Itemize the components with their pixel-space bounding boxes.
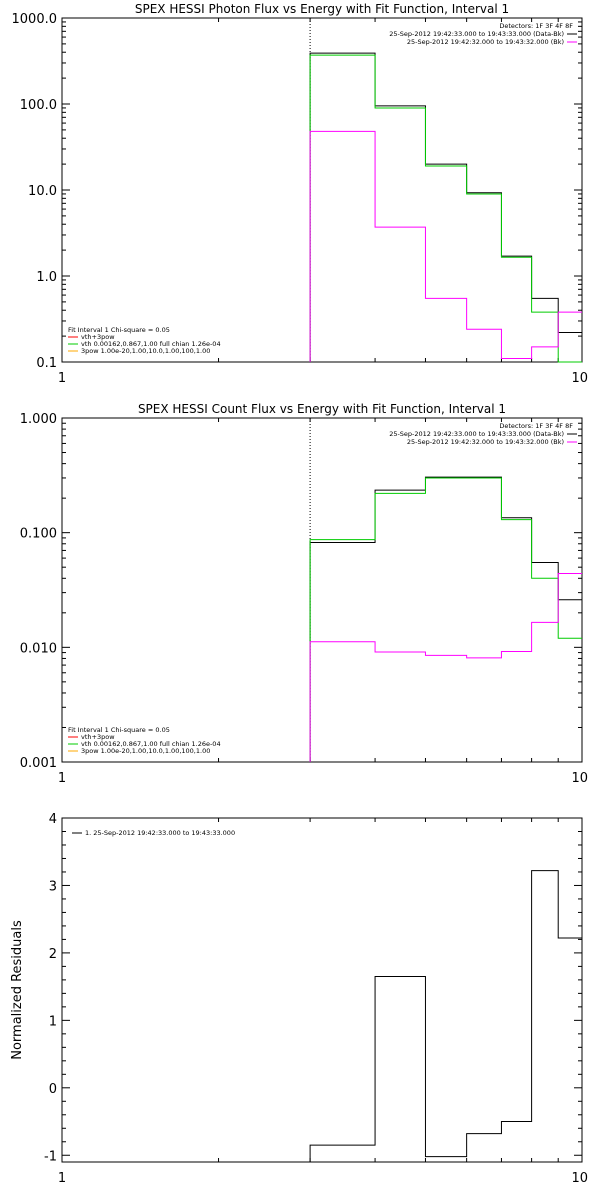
legend-entry-label: 25-Sep-2012 19:42:33.000 to 19:43:33.000…: [389, 430, 564, 438]
series-step-line-2: [309, 54, 582, 363]
y-tick-label: 1000.0: [12, 12, 58, 27]
fit-legend-label: 3pow 1.00e-20,1.00,10.0,1.00,100,1.00: [81, 747, 210, 755]
series-step-line-3: [309, 130, 582, 362]
y-tick-label: 1.000: [20, 412, 57, 427]
legend-entry-label: 1. 25-Sep-2012 19:42:33.000 to 19:43:33.…: [85, 829, 235, 837]
series-step-line-1: [309, 476, 582, 762]
y-tick-label: 0.100: [20, 527, 57, 542]
series-step-line-1: [309, 52, 582, 362]
y-tick-label: 4: [49, 812, 57, 827]
x-tick-label: 1: [58, 771, 66, 786]
plot-frame: [61, 417, 583, 763]
y-tick-label: 1: [49, 1014, 57, 1029]
series-step-line-1: [309, 870, 582, 1162]
x-tick-label: 10: [571, 1171, 588, 1186]
plot-frame: [61, 17, 583, 363]
y-tick-label: 0: [49, 1082, 57, 1097]
fit-legend-label: vth+3pow: [81, 733, 115, 741]
y-tick-label: 0.010: [20, 641, 57, 656]
x-tick-label: 1: [58, 371, 66, 386]
chart-panel-3: Normalized Residuals 1 10 -1 0 1 2 3 4 1. 25-Sep-…: [10, 812, 588, 1186]
legend-entry-label: 25-Sep-2012 19:42:32.000 to 19:43:32.000…: [407, 38, 564, 46]
y-tick-label: 0.1: [36, 356, 57, 371]
y-tick-label: -1: [44, 1149, 57, 1164]
x-tick-label: 10: [571, 771, 588, 786]
fit-legend-header: Fit Interval 1 Chi-square = 0.05: [68, 726, 170, 734]
x-tick-label: 10: [571, 371, 588, 386]
y-tick-label: 2: [49, 947, 57, 962]
fit-legend-header: Fit Interval 1 Chi-square = 0.05: [68, 326, 170, 334]
chart-panel-2: SPEX HESSI Count Flux vs Energy with Fit…: [20, 402, 588, 786]
y-tick-label: 1.0: [36, 270, 57, 285]
legend-header: Detectors: 1F 3F 4F 8F: [499, 22, 573, 30]
y-tick-label: 10.0: [28, 184, 57, 199]
x-tick-label: 1: [58, 1171, 66, 1186]
y-tick-label: 3: [49, 879, 57, 894]
legend-entry-label: 25-Sep-2012 19:42:32.000 to 19:43:32.000…: [407, 438, 564, 446]
chart-panel-1: SPEX HESSI Photon Flux vs Energy with Fi…: [12, 2, 589, 386]
legend-header: Detectors: 1F 3F 4F 8F: [499, 422, 573, 430]
fit-legend-label: 3pow 1.00e-20,1.00,10.0,1.00,100,1.00: [81, 347, 210, 355]
series-step-line-3: [309, 573, 582, 762]
fit-legend-label: vth 0.00162,0.867,1.00 full chian 1.26e-…: [81, 740, 221, 748]
y-tick-label: 100.0: [20, 98, 57, 113]
fit-legend-label: vth 0.00162,0.867,1.00 full chian 1.26e-…: [81, 340, 221, 348]
series-step-line-2: [309, 477, 582, 762]
y-axis-label: Normalized Residuals: [10, 920, 25, 1060]
legend-entry-label: 25-Sep-2012 19:42:33.000 to 19:43:33.000…: [389, 30, 564, 38]
chart-title: SPEX HESSI Photon Flux vs Energy with Fi…: [135, 2, 509, 16]
fit-legend-label: vth+3pow: [81, 333, 115, 341]
chart-title: SPEX HESSI Count Flux vs Energy with Fit…: [138, 402, 506, 416]
y-tick-label: 0.001: [20, 756, 57, 771]
plot-frame: [61, 817, 583, 1163]
